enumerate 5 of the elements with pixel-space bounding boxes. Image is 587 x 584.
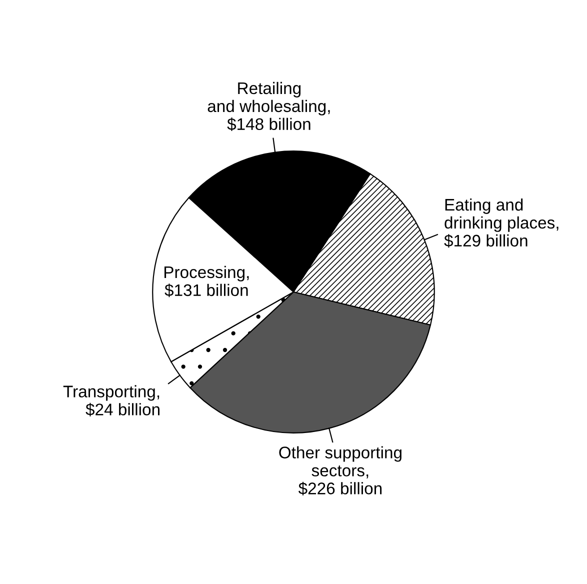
slice-label: Eating and drinking places, $129 billion (444, 198, 558, 248)
slice-label: Retailing and wholesaling, $148 billion (208, 82, 330, 132)
slice-label: Other supporting sectors, $226 billion (279, 446, 402, 496)
slice-label: Transporting, $24 billion (63, 385, 160, 416)
slice-label: Processing, $131 billion (164, 266, 249, 298)
